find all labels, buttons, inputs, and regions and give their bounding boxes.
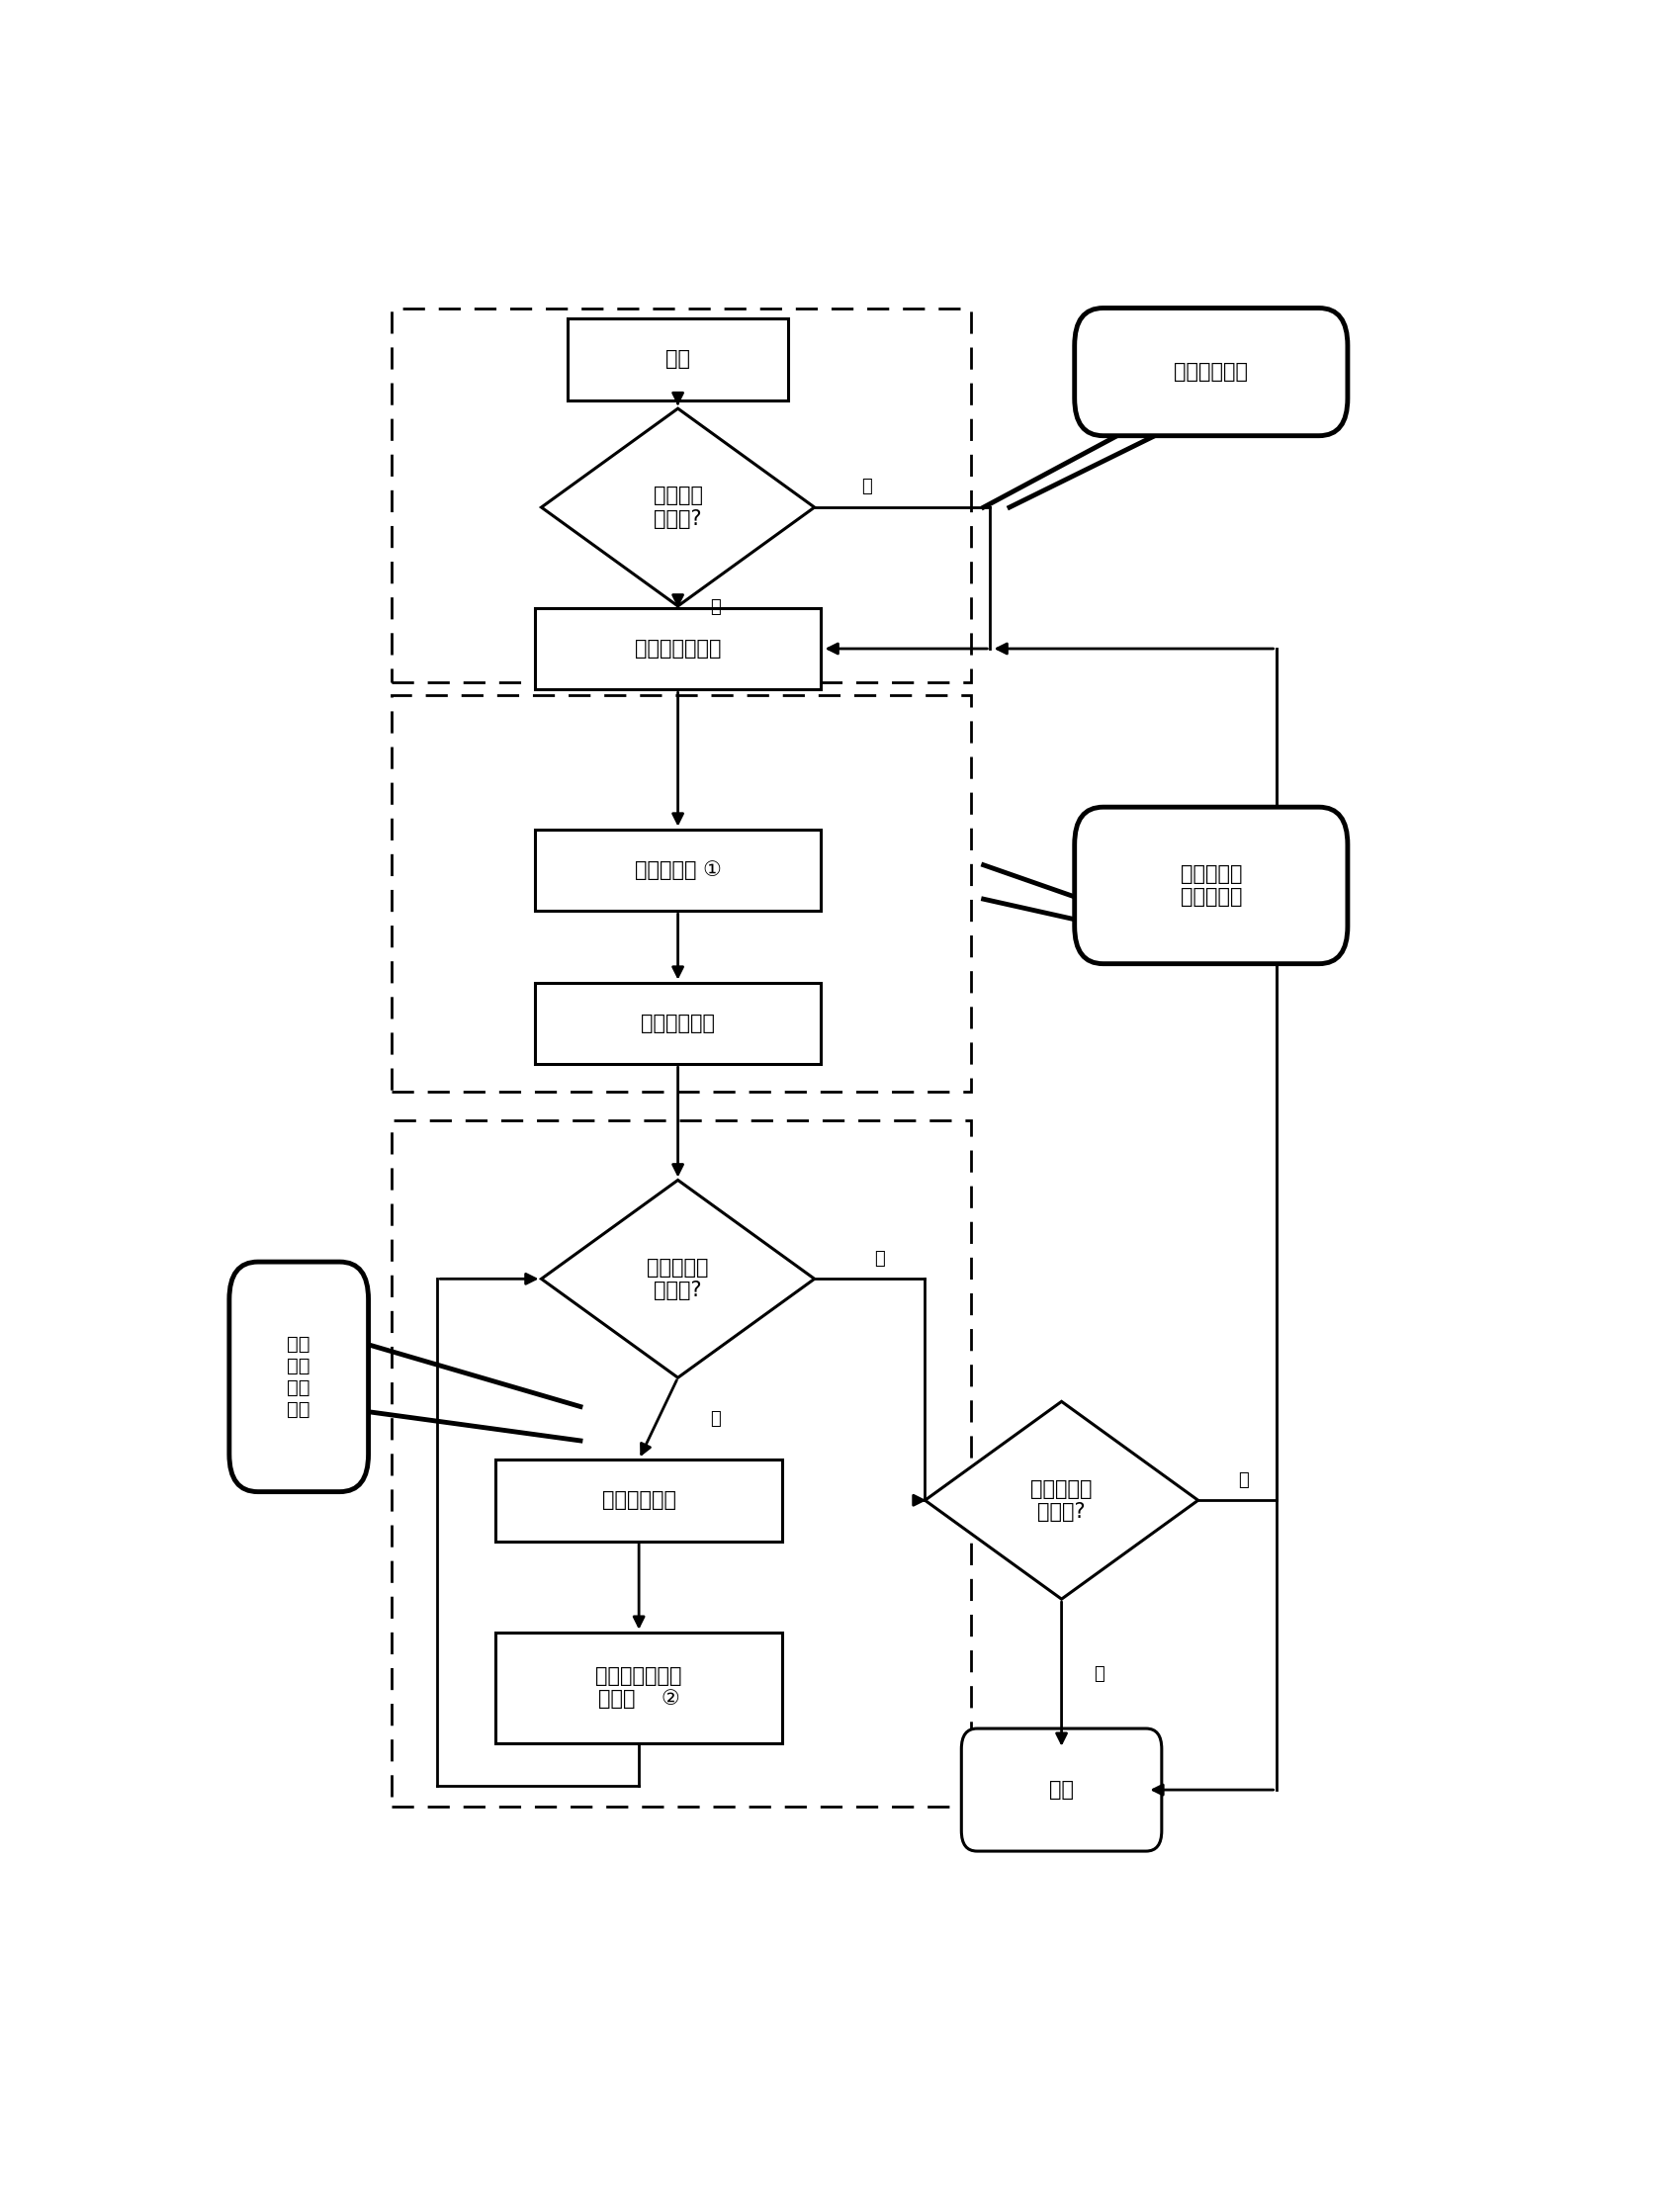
Text: 获取局部红外图: 获取局部红外图 (634, 639, 722, 659)
Text: 针对一个区域进
行计算    ②: 针对一个区域进 行计算 ② (596, 1666, 683, 1710)
Text: 红外热成像
预处理单元: 红外热成像 预处理单元 (1180, 865, 1242, 907)
Text: 否: 否 (861, 478, 873, 495)
Text: 初查: 初查 (666, 349, 690, 369)
Polygon shape (925, 1402, 1198, 1599)
Polygon shape (542, 409, 814, 606)
Text: 否: 否 (710, 1409, 722, 1427)
Bar (497, 1460, 782, 1542)
Text: 初步预处理 ①: 初步预处理 ① (634, 860, 722, 880)
FancyBboxPatch shape (1074, 807, 1347, 964)
Bar (393, 307, 970, 684)
Bar (393, 1121, 970, 1807)
Text: 区域初步分割: 区域初步分割 (641, 1013, 715, 1033)
Text: 渗漏
定位
检测
单元: 渗漏 定位 检测 单元 (287, 1334, 310, 1418)
Text: 区域队列是
否为空?: 区域队列是 否为空? (648, 1256, 708, 1301)
FancyBboxPatch shape (1074, 307, 1347, 436)
Bar (535, 608, 821, 690)
Bar (497, 1632, 782, 1743)
Text: 是否需要重
新拍摄?: 是否需要重 新拍摄? (1030, 1480, 1092, 1522)
Text: 是: 是 (1238, 1471, 1248, 1489)
Bar (567, 319, 789, 400)
FancyBboxPatch shape (230, 1261, 369, 1491)
Bar (535, 830, 821, 911)
Text: 取出一个区域: 取出一个区域 (602, 1491, 676, 1511)
Bar (535, 982, 821, 1064)
Text: 是: 是 (710, 597, 722, 615)
Text: 退出: 退出 (1049, 1781, 1074, 1801)
Bar (393, 695, 970, 1091)
Text: 热像获取单元: 热像获取单元 (1175, 363, 1248, 383)
Text: 否: 否 (1094, 1666, 1104, 1683)
Polygon shape (542, 1179, 814, 1378)
Text: 是: 是 (874, 1250, 884, 1267)
Text: 是否有渗
漏迹象?: 是否有渗 漏迹象? (653, 487, 703, 529)
FancyBboxPatch shape (961, 1728, 1161, 1851)
